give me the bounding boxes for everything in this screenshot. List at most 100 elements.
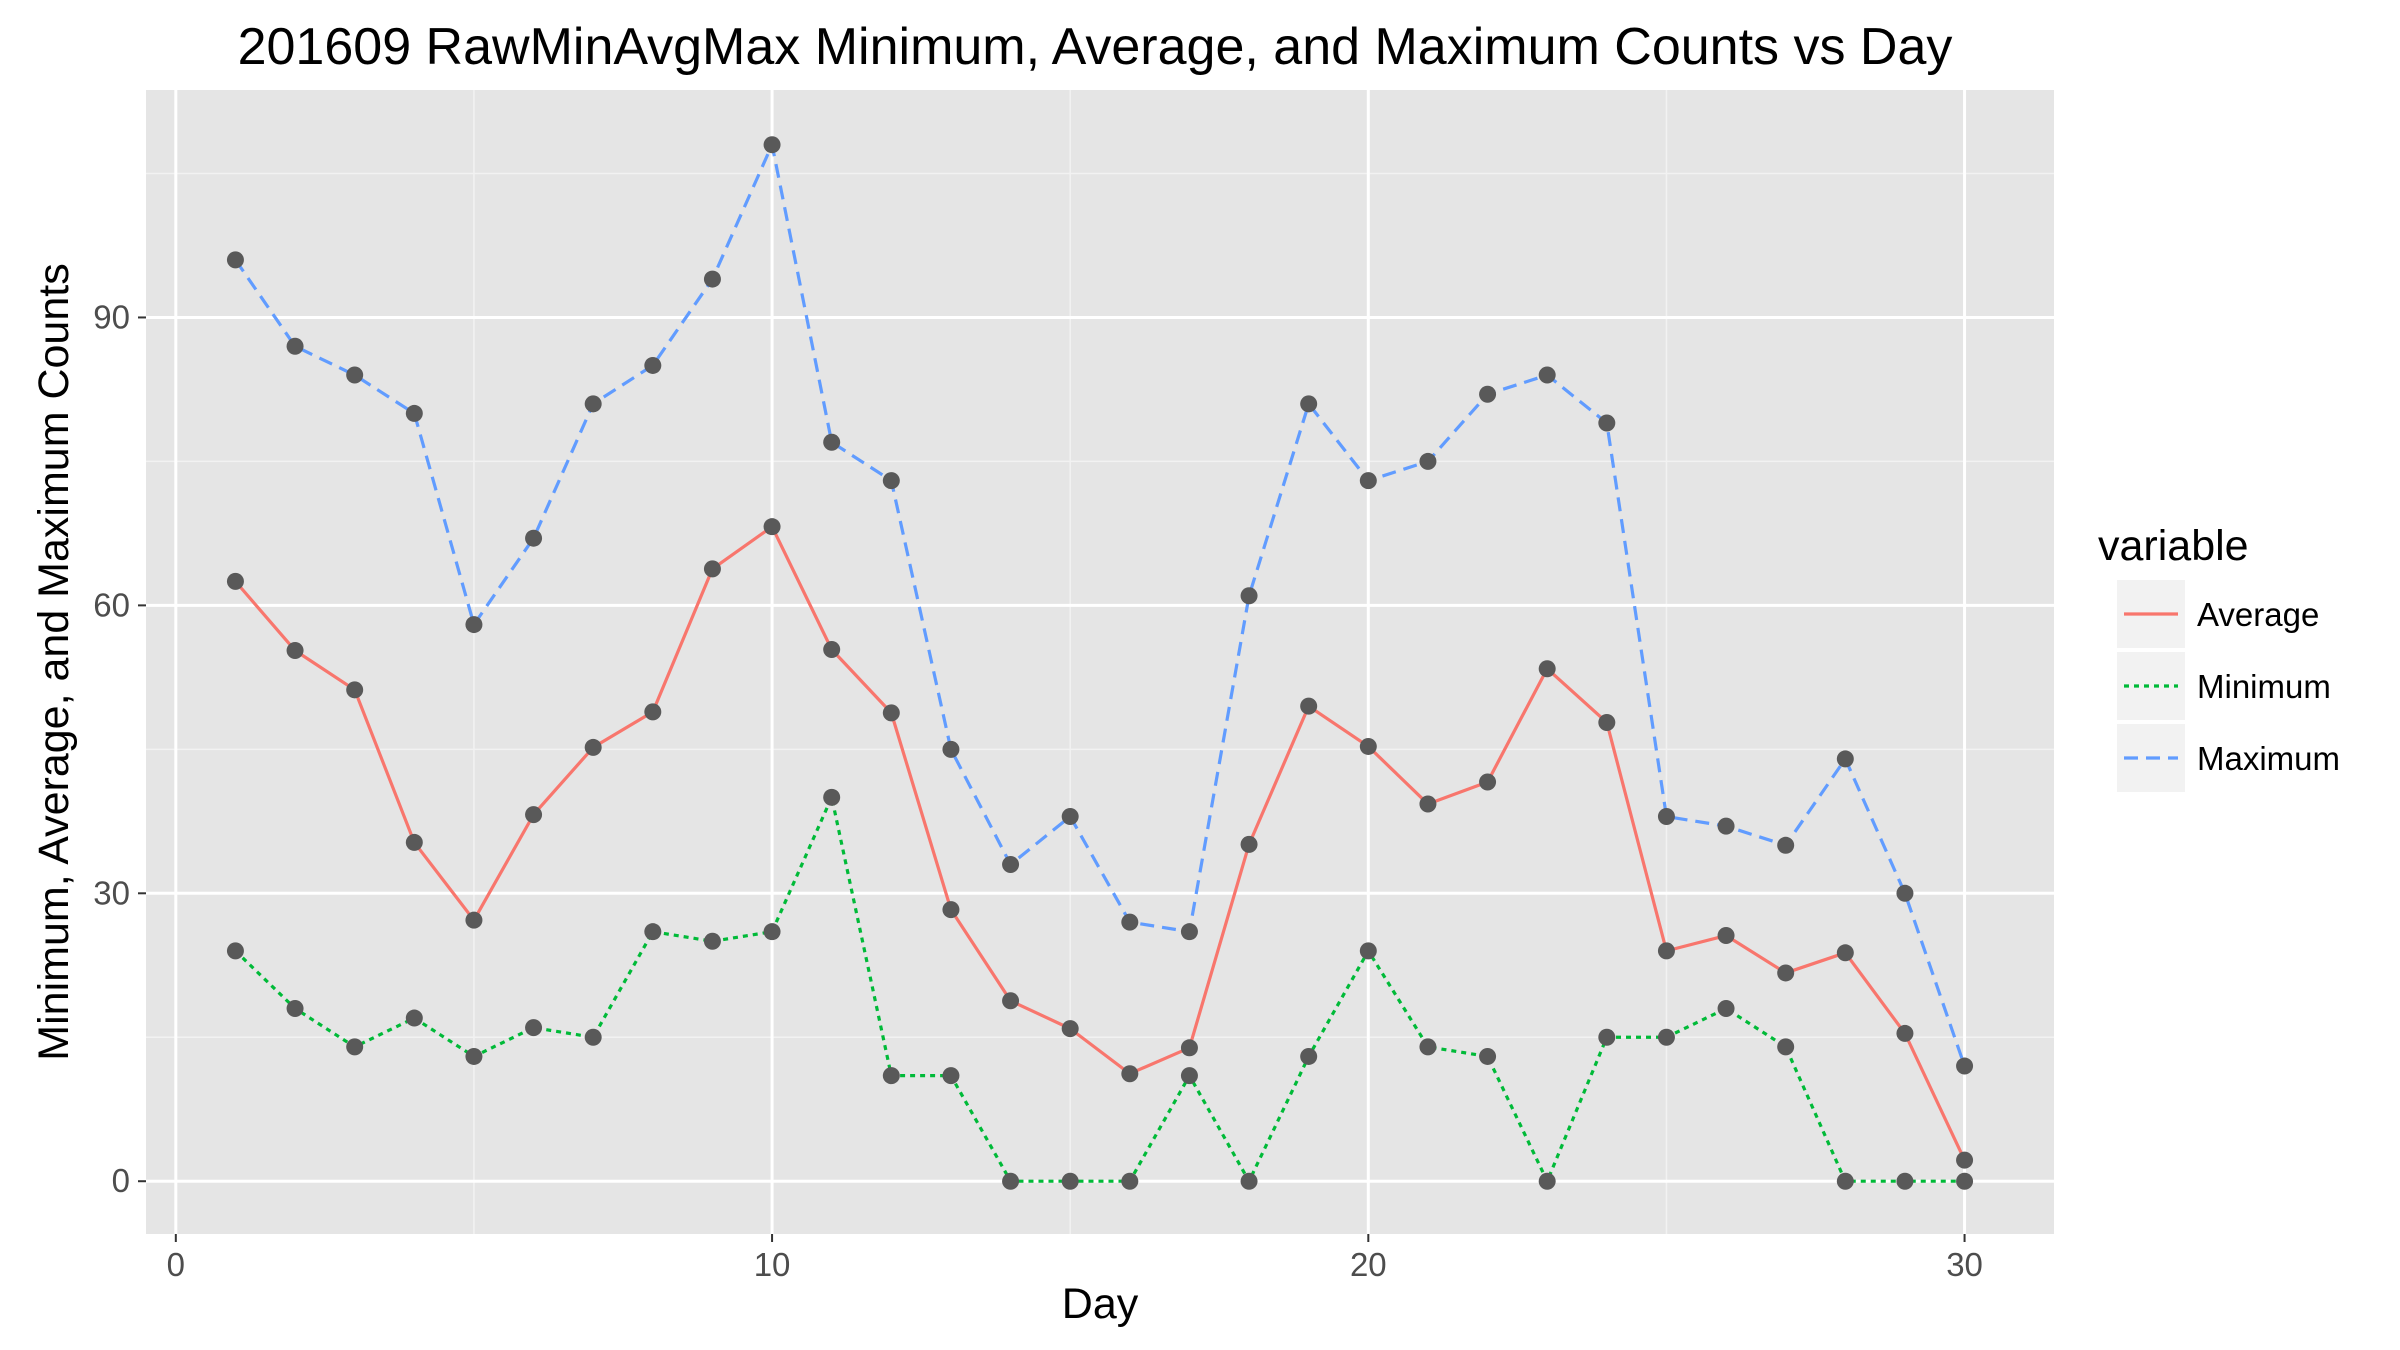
y-tick-label: 60 — [93, 586, 130, 623]
series-line-average — [234, 525, 1967, 1161]
data-point-minimum — [525, 1019, 543, 1037]
data-point-maximum — [346, 366, 364, 384]
data-point-average — [882, 704, 900, 722]
data-point-maximum — [1896, 884, 1914, 902]
data-point-average — [1777, 964, 1795, 982]
data-point-average — [1598, 713, 1616, 731]
data-point-maximum — [1002, 856, 1020, 874]
data-point-maximum — [226, 251, 244, 269]
chart-title: 201609 RawMinAvgMax Minimum, Average, an… — [238, 18, 1953, 76]
data-point-minimum — [942, 1067, 960, 1085]
data-point-average — [226, 572, 244, 590]
data-point-maximum — [1777, 836, 1795, 854]
data-point-average — [703, 560, 721, 578]
data-point-minimum — [1061, 1172, 1079, 1190]
y-axis-title: Minimum, Average, and Maximum Counts — [30, 263, 78, 1060]
data-point-average — [346, 681, 364, 699]
legend-label-maximum: Maximum — [2197, 740, 2340, 777]
y-axis: 0 30 60 90 — [93, 298, 146, 1199]
data-point-maximum — [286, 337, 304, 355]
data-point-maximum — [1121, 913, 1139, 931]
data-point-maximum — [644, 356, 662, 374]
data-point-minimum — [346, 1038, 364, 1056]
legend-items: Average Minimum Maximum — [2117, 580, 2340, 792]
x-tick-label: 20 — [1350, 1246, 1387, 1283]
data-point-minimum — [1836, 1172, 1854, 1190]
data-point-minimum — [1896, 1172, 1914, 1190]
data-point-minimum — [1538, 1172, 1556, 1190]
data-point-maximum — [465, 616, 483, 634]
data-point-maximum — [1419, 452, 1437, 470]
y-tick-label: 0 — [112, 1162, 130, 1199]
data-point-minimum — [1717, 999, 1735, 1017]
data-point-maximum — [763, 136, 781, 154]
data-point-average — [584, 738, 602, 756]
data-point-minimum — [1956, 1172, 1974, 1190]
data-point-maximum — [1300, 395, 1318, 413]
series-line-maximum — [234, 143, 1967, 1067]
data-point-average — [823, 641, 841, 659]
data-point-average — [1180, 1039, 1198, 1057]
data-point-average — [1956, 1151, 1974, 1169]
data-point-maximum — [1180, 923, 1198, 941]
y-tick-label: 90 — [93, 298, 130, 335]
data-point-average — [1538, 660, 1556, 678]
data-point-maximum — [882, 472, 900, 490]
data-point-minimum — [1121, 1172, 1139, 1190]
grid-major — [146, 90, 2054, 1234]
data-point-minimum — [1598, 1028, 1616, 1046]
data-point-average — [1657, 942, 1675, 960]
data-point-average — [1419, 795, 1437, 813]
data-point-minimum — [1657, 1028, 1675, 1046]
legend-label-minimum: Minimum — [2197, 668, 2331, 705]
data-point-maximum — [1359, 472, 1377, 490]
data-point-maximum — [1836, 750, 1854, 768]
data-point-average — [1836, 944, 1854, 962]
data-point-maximum — [1061, 808, 1079, 826]
data-point-minimum — [1479, 1047, 1497, 1065]
data-point-maximum — [942, 740, 960, 758]
data-point-average — [1240, 835, 1258, 853]
data-point-average — [1717, 927, 1735, 945]
series-points — [226, 136, 1974, 1190]
data-point-average — [1121, 1065, 1139, 1083]
data-point-maximum — [1240, 587, 1258, 605]
data-point-minimum — [703, 932, 721, 950]
grid-minor — [146, 90, 2054, 1234]
data-point-maximum — [525, 529, 543, 547]
data-point-minimum — [584, 1028, 602, 1046]
data-point-minimum — [1240, 1172, 1258, 1190]
data-point-minimum — [405, 1009, 423, 1027]
x-tick-label: 0 — [167, 1246, 185, 1283]
data-point-maximum — [823, 433, 841, 451]
data-point-maximum — [1657, 808, 1675, 826]
data-point-average — [942, 901, 960, 919]
y-tick-label: 30 — [93, 874, 130, 911]
legend: variable Average Minimum Maximum — [2098, 522, 2340, 792]
data-point-minimum — [882, 1067, 900, 1085]
series-line-minimum — [234, 795, 1965, 1183]
data-point-average — [1896, 1024, 1914, 1042]
x-axis: 0 10 20 30 — [167, 1234, 1983, 1283]
data-point-minimum — [1419, 1038, 1437, 1056]
data-point-maximum — [1479, 385, 1497, 403]
data-point-average — [763, 518, 781, 536]
data-point-average — [1479, 773, 1497, 791]
data-point-minimum — [1002, 1172, 1020, 1190]
data-point-maximum — [703, 270, 721, 288]
data-point-minimum — [823, 788, 841, 806]
x-tick-label: 30 — [1946, 1246, 1983, 1283]
data-point-average — [1002, 992, 1020, 1010]
data-point-maximum — [405, 404, 423, 422]
data-point-average — [465, 911, 483, 929]
x-axis-title: Day — [1062, 1280, 1139, 1328]
data-point-average — [405, 833, 423, 851]
data-point-minimum — [465, 1047, 483, 1065]
data-point-minimum — [644, 923, 662, 941]
data-point-minimum — [226, 942, 244, 960]
data-point-maximum — [1956, 1057, 1974, 1075]
data-point-minimum — [286, 999, 304, 1017]
data-point-minimum — [1180, 1067, 1198, 1085]
